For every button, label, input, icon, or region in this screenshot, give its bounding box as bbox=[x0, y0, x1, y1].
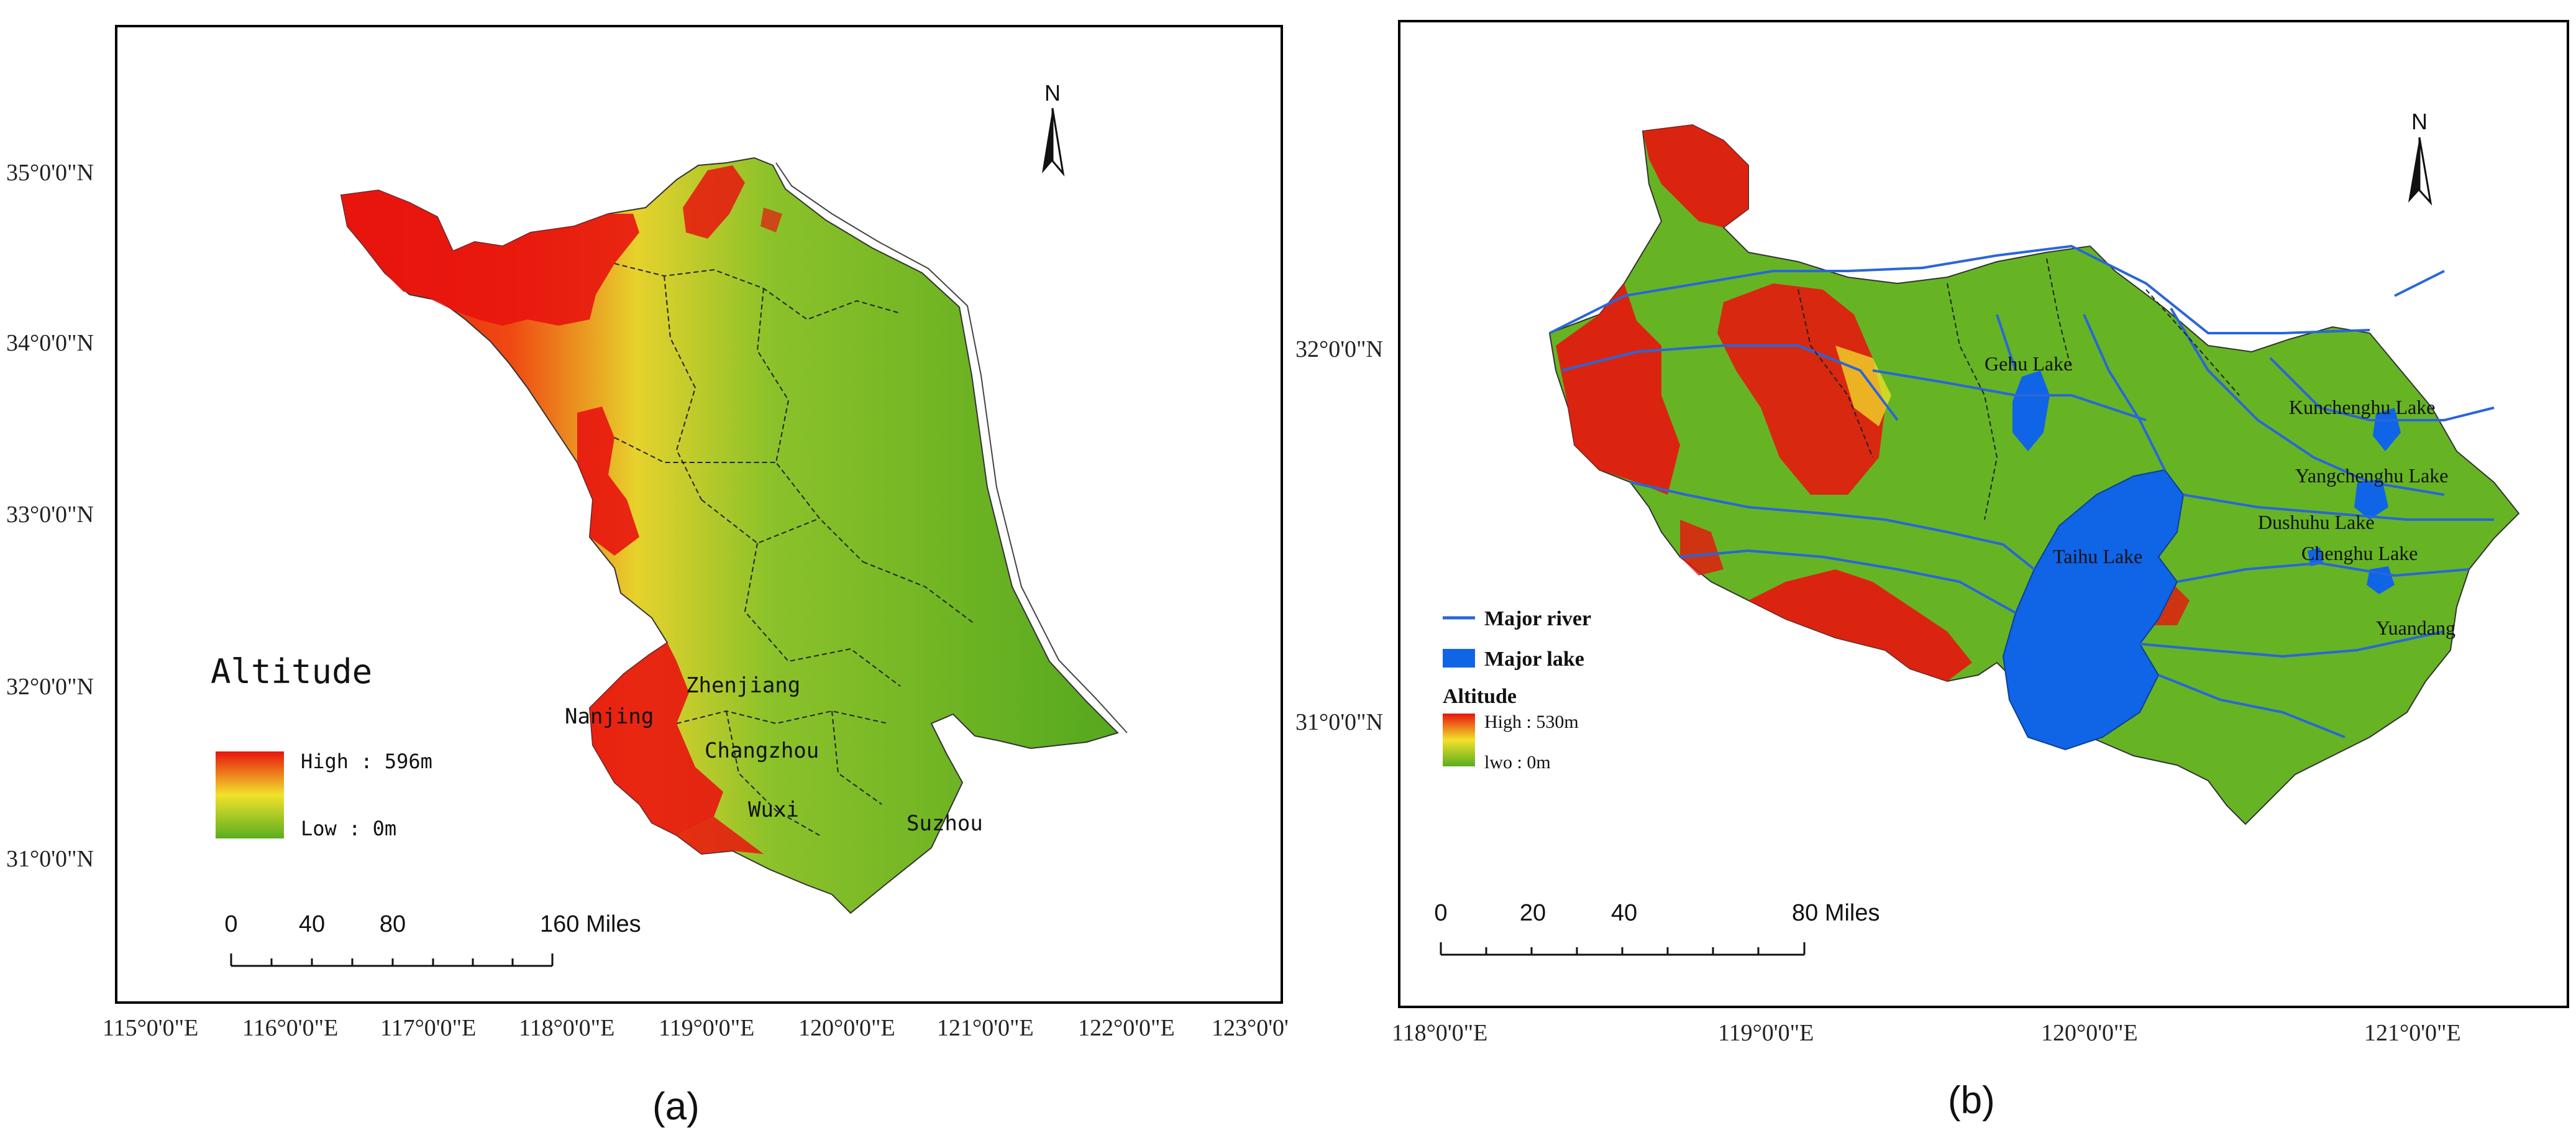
svg-text:Altitude: Altitude bbox=[211, 652, 372, 691]
scale-bar: 0 20 40 80 Miles bbox=[1434, 900, 1880, 956]
taihu-basin-altitude-map: Gehu Lake Kunchenghu Lake Yangchenghu La… bbox=[1434, 109, 2520, 956]
svg-text:High : 596m: High : 596m bbox=[301, 750, 432, 773]
lat-tick: 31°0'0"N bbox=[1295, 709, 1383, 735]
lon-tick: 116°0'0"E bbox=[242, 1015, 339, 1041]
svg-text:High : 530m: High : 530m bbox=[1484, 712, 1579, 732]
place-label: Suzhou bbox=[907, 811, 983, 836]
highland-west bbox=[1556, 283, 1680, 495]
svg-text:N: N bbox=[1044, 80, 1061, 106]
place-label: Zhenjiang bbox=[686, 673, 800, 698]
figure-caption-b: (b) bbox=[1948, 1079, 1995, 1122]
figure-caption-a: (a) bbox=[652, 1085, 700, 1128]
lat-tick: 34°0'0"N bbox=[6, 330, 94, 356]
highland-ne-spots bbox=[760, 208, 782, 232]
lon-tick: 121°0'0"E bbox=[937, 1015, 1034, 1041]
svg-text:80: 80 bbox=[380, 911, 406, 937]
lat-tick: 32°0'0"N bbox=[1295, 336, 1383, 362]
altitude-legend: Altitude High : 596m Low : 0m bbox=[211, 652, 432, 840]
lake-label: Yangchenghu Lake bbox=[2295, 464, 2448, 487]
yangchenghu-lake-shape bbox=[2354, 479, 2388, 520]
north-arrow-icon: N bbox=[2408, 109, 2432, 206]
legend-color-ramp bbox=[216, 751, 284, 838]
svg-text:Altitude: Altitude bbox=[1443, 685, 1517, 708]
lon-tick: 118°0'0"E bbox=[519, 1015, 615, 1041]
lat-tick: 33°0'0"N bbox=[6, 502, 94, 528]
map-panel-a: Zhenjiang Nanjing Changzhou Wuxi Suzhou … bbox=[115, 25, 1283, 1004]
lon-tick: 120°0'0"E bbox=[798, 1015, 895, 1041]
north-arrow-icon: N bbox=[1042, 80, 1065, 177]
svg-text:Major lake: Major lake bbox=[1484, 648, 1584, 671]
highland-nanjing bbox=[590, 643, 723, 835]
svg-text:Major river: Major river bbox=[1484, 607, 1591, 630]
lon-tick: 119°0'0"E bbox=[1718, 1020, 1814, 1046]
coastline bbox=[775, 162, 1128, 733]
svg-text:40: 40 bbox=[299, 911, 325, 937]
lon-tick: 120°0'0"E bbox=[2041, 1020, 2138, 1046]
lon-tick: 115°0'0"E bbox=[103, 1015, 199, 1041]
highland-southwest bbox=[1680, 520, 1724, 576]
lon-tick: 121°0'0"E bbox=[2364, 1020, 2461, 1046]
svg-text:0: 0 bbox=[1434, 900, 1447, 926]
lat-tick: 35°0'0"N bbox=[6, 160, 94, 186]
highland-northwest bbox=[341, 190, 639, 326]
lake-label: Kunchenghu Lake bbox=[2289, 396, 2435, 418]
highland-south bbox=[677, 817, 764, 854]
lon-tick: 122°0'0"E bbox=[1078, 1015, 1175, 1041]
place-label: Yuandang bbox=[2376, 617, 2455, 639]
lake-label: Dushuhu Lake bbox=[2258, 511, 2375, 533]
lon-tick: 119°0'0"E bbox=[659, 1015, 755, 1041]
jiangsu-altitude-map: Zhenjiang Nanjing Changzhou Wuxi Suzhou … bbox=[211, 80, 1128, 967]
highland-west bbox=[577, 406, 639, 556]
gehu-lake-shape bbox=[2012, 370, 2050, 451]
highland-north bbox=[1643, 125, 1748, 227]
lon-tick: 123°0'0' bbox=[1212, 1015, 1289, 1041]
place-label: Nanjing bbox=[565, 704, 654, 729]
lake-label: Gehu Lake bbox=[1985, 352, 2072, 375]
highland-north-tip bbox=[683, 165, 745, 239]
svg-text:Low : 0m: Low : 0m bbox=[301, 817, 396, 840]
legend-color-ramp bbox=[1443, 714, 1475, 766]
dushuhu-lake-shape bbox=[2308, 548, 2323, 566]
svg-text:N: N bbox=[2411, 109, 2428, 134]
kunchenghu-lake-shape bbox=[2373, 408, 2401, 451]
svg-text:0: 0 bbox=[224, 911, 237, 937]
place-label: Changzhou bbox=[705, 738, 819, 763]
highland-south bbox=[1748, 569, 1972, 681]
lon-tick: 118°0'0"E bbox=[1392, 1020, 1488, 1046]
province-shape bbox=[340, 157, 1119, 914]
lat-tick: 32°0'0"N bbox=[6, 674, 94, 700]
svg-text:80 Miles: 80 Miles bbox=[1792, 900, 1880, 926]
scale-bar: 0 40 80 160 Miles bbox=[224, 911, 641, 967]
place-label: Wuxi bbox=[748, 797, 799, 822]
svg-text:160 Miles: 160 Miles bbox=[540, 911, 641, 937]
svg-text:40: 40 bbox=[1611, 900, 1637, 926]
map-panel-b: Gehu Lake Kunchenghu Lake Yangchenghu La… bbox=[1398, 20, 2569, 1008]
major-rivers bbox=[1549, 244, 2495, 738]
highland-central bbox=[1717, 283, 1885, 495]
lon-tick: 117°0'0"E bbox=[380, 1015, 477, 1041]
lake-label: Chenghu Lake bbox=[2301, 542, 2418, 564]
county-boundaries bbox=[1797, 258, 2240, 520]
svg-text:lwo : 0m: lwo : 0m bbox=[1484, 752, 1551, 773]
svg-text:20: 20 bbox=[1520, 900, 1546, 926]
map-legend: Major river Major lake Altitude High : 5… bbox=[1443, 607, 1591, 773]
county-boundaries bbox=[614, 263, 975, 836]
taihu-lake-shape bbox=[2002, 469, 2185, 751]
lake-label: Taihu Lake bbox=[2053, 545, 2142, 567]
lat-tick: 31°0'0"N bbox=[6, 846, 94, 872]
lake-legend-symbol bbox=[1443, 649, 1475, 668]
